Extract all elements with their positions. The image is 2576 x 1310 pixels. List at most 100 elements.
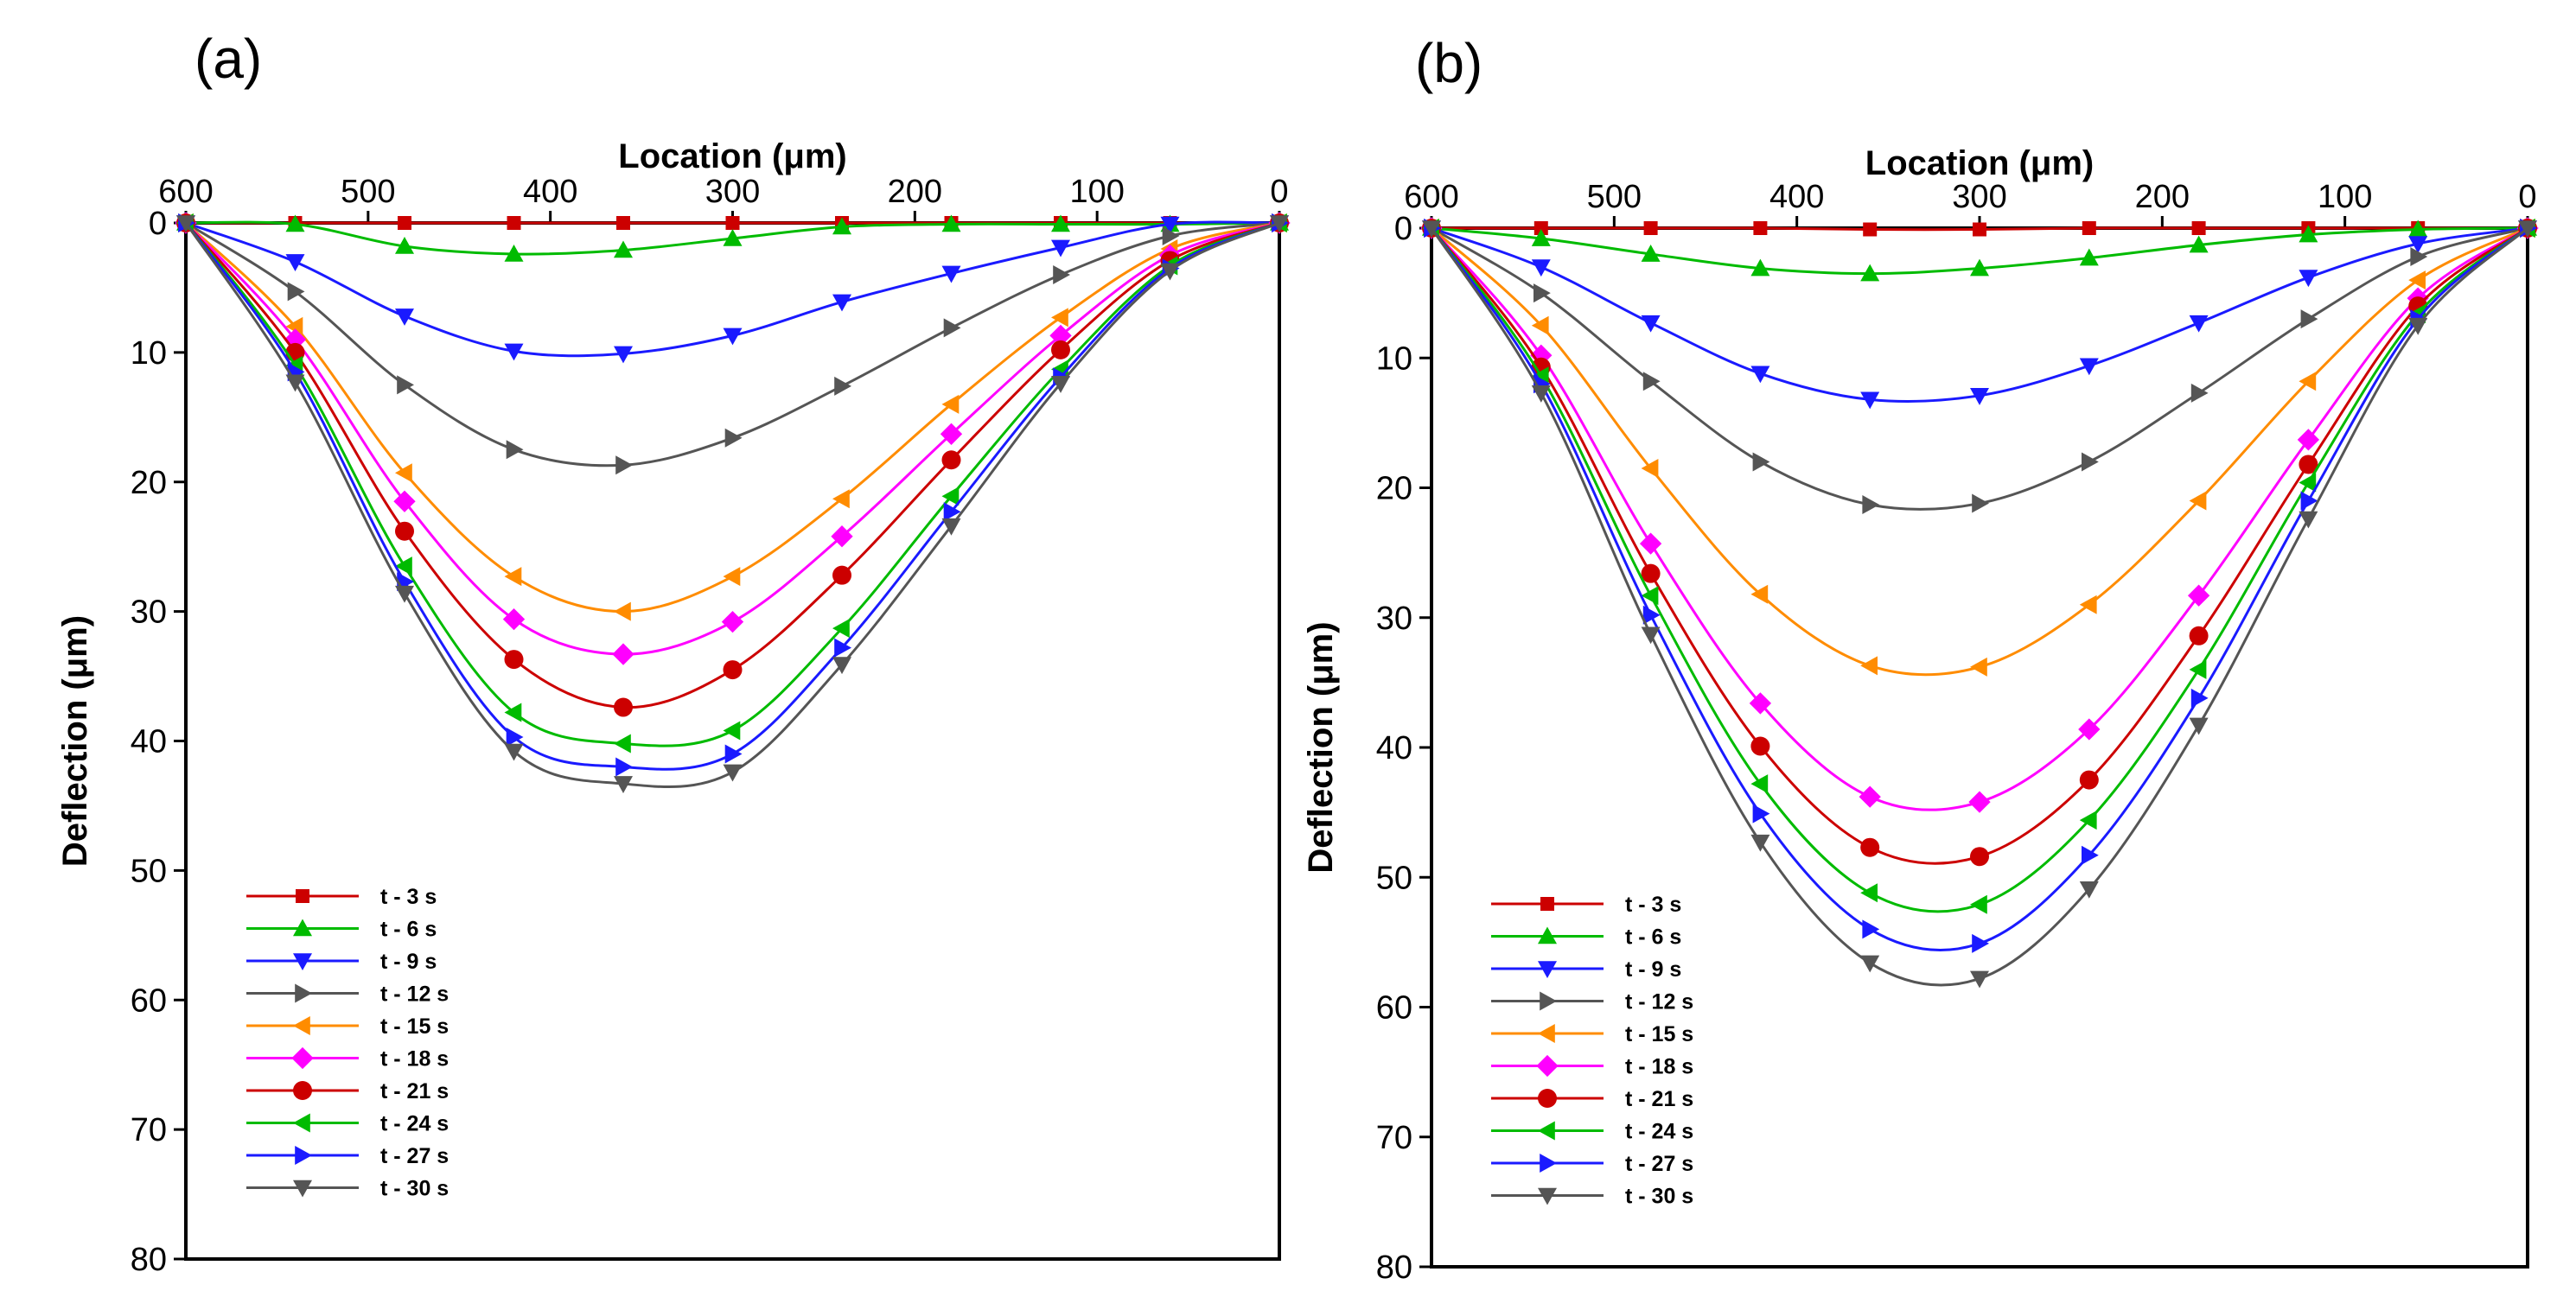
data-point [2082,452,2099,472]
legend-label: t - 21 s [380,1079,449,1103]
legend-label: t - 3 s [380,885,437,909]
x-tick-label: 200 [888,174,942,210]
data-point [1053,264,1070,284]
y-tick-label: 50 [1376,860,1412,896]
legend-label: t - 24 s [1625,1120,1693,1144]
legend: t - 3 s t - 6 s t - 9 s t - 12 s t - 15 s t -… [1491,893,1693,1209]
legend-label: t - 9 s [380,950,437,974]
legend-marker [1540,991,1557,1011]
y-tick-label: 80 [1376,1250,1412,1286]
data-point [614,734,631,754]
data-point [504,343,524,361]
legend-marker [293,1113,310,1133]
y-tick-label: 40 [131,724,167,760]
series-t-21s [1422,219,2537,867]
data-point [2079,358,2099,376]
data-point [2082,845,2099,865]
data-point [506,728,524,747]
series-line [1430,226,2528,811]
data-point [1422,220,1441,238]
data-point [2189,491,2207,511]
x-tick-label: 200 [2135,179,2190,215]
data-point [615,455,633,475]
legend-label: t - 15 s [380,1014,449,1039]
data-point [615,757,633,777]
panel-a: (a) 600 500 400 300 200 100 0 Location (μm) 0 10 20… [56,28,1291,1278]
data-point [2408,270,2426,290]
legend-marker [1538,926,1557,944]
legend-marker [1538,1089,1557,1108]
y-tick-label: 80 [131,1242,167,1278]
data-point [2300,309,2318,329]
legend-label: t - 27 s [380,1144,449,1168]
data-point [1752,452,1770,472]
data-point [1049,324,1072,347]
legend-marker [1538,961,1557,978]
x-tick-label: 400 [523,174,577,210]
legend-label: t - 3 s [1625,893,1681,917]
data-point [1750,584,1769,604]
data-point [614,240,633,258]
data-point [395,585,414,603]
legend-marker [293,1180,312,1198]
y-tick-label: 60 [1376,990,1412,1027]
x-tick-label: 500 [1587,179,1642,215]
data-point [1970,894,1987,914]
data-point [395,236,414,254]
y-tick-label: 20 [131,465,167,501]
data-point [1643,221,1658,235]
data-point [1972,933,1989,953]
series-line [184,221,1280,614]
data-point [1533,221,1548,235]
data-point [1753,221,1768,235]
series-t-3s [1425,221,2535,237]
data-point [941,394,960,414]
data-point [2408,236,2428,254]
data-point [395,308,414,326]
data-point [1859,785,1881,808]
series-t-21s [176,213,1289,717]
data-point [1641,315,1661,333]
data-point [1160,216,1180,234]
data-point [1750,774,1769,794]
data-point [1641,563,1661,583]
data-point [1749,692,1772,715]
series-t-6s [1422,219,2537,282]
y-tick-label: 70 [131,1112,167,1148]
data-point [395,521,414,541]
series-t-15s [1422,219,2535,677]
series-t-15s [176,213,1287,621]
data-point [1051,239,1070,258]
panel-b: (b) 600 500 400 300 200 100 0 Location (μm) 0 10 20… [1302,32,2539,1286]
data-point [940,423,963,445]
data-point [1531,229,1551,246]
series-t-3s [179,216,1286,230]
data-point [393,490,416,512]
x-tick-label: 300 [705,174,760,210]
data-point [1860,391,1880,410]
legend-marker [295,1146,312,1165]
data-point [2190,383,2209,403]
data-point [504,703,522,722]
data-point [2299,225,2318,243]
series-t-27s [1424,219,2537,953]
data-point [1970,388,1989,405]
data-point [1160,263,1180,281]
data-point [398,216,411,230]
legend-label: t - 9 s [1625,957,1681,982]
plot-frame [184,221,1281,1261]
legend-label: t - 6 s [1625,925,1681,950]
data-point [504,567,522,587]
legend: t - 3 s t - 6 s t - 9 s t - 12 s t - 15 s t -… [246,885,449,1201]
data-point [2189,626,2209,645]
data-point [612,643,634,665]
data-point [1862,919,1880,939]
data-point [1642,372,1661,391]
legend-label: t - 15 s [1625,1022,1693,1046]
y-tick-label: 30 [1376,601,1412,637]
legend-label: t - 24 s [380,1112,449,1136]
data-point [941,265,961,283]
data-point [832,619,850,639]
y-tick-label: 70 [1376,1120,1412,1156]
data-point [2297,429,2320,451]
